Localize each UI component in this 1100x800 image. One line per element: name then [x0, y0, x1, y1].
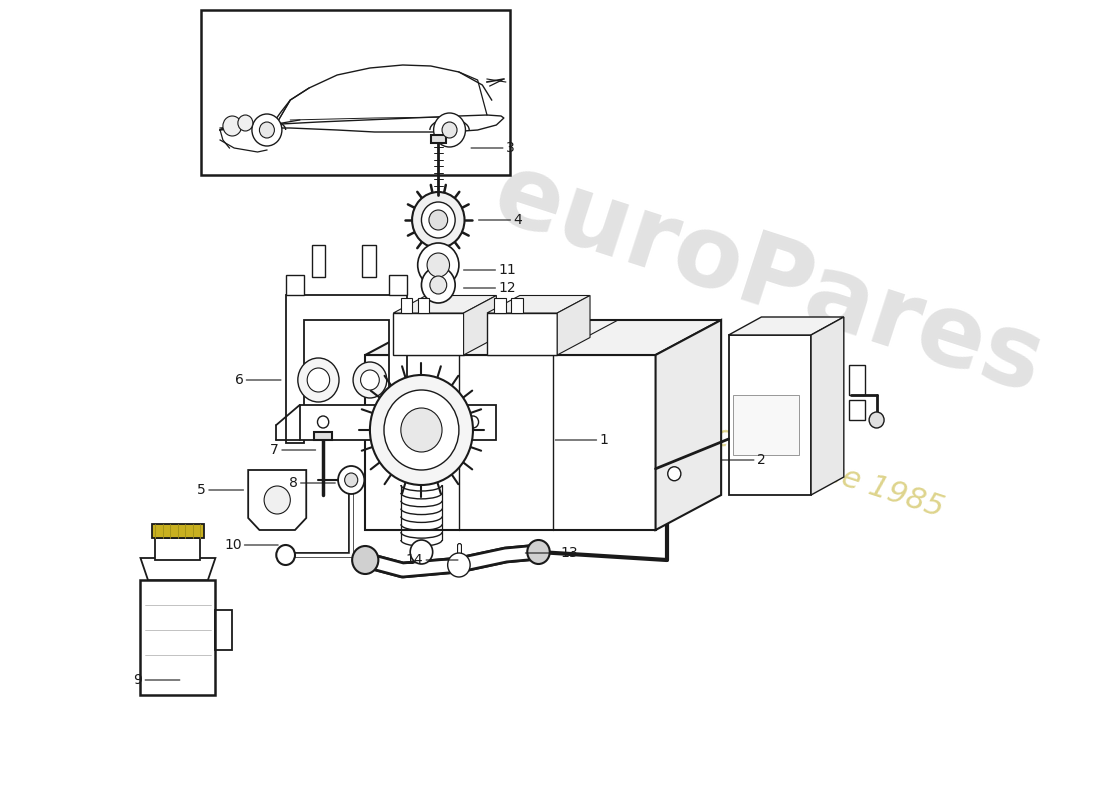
- Polygon shape: [734, 395, 799, 455]
- Circle shape: [421, 202, 455, 238]
- Circle shape: [238, 115, 253, 131]
- Text: 7: 7: [271, 443, 279, 457]
- Polygon shape: [487, 313, 558, 355]
- Circle shape: [668, 466, 681, 481]
- Polygon shape: [558, 295, 590, 355]
- Circle shape: [264, 486, 290, 514]
- Circle shape: [384, 390, 459, 470]
- Polygon shape: [848, 365, 866, 395]
- Circle shape: [344, 473, 358, 487]
- Circle shape: [338, 466, 364, 494]
- Text: 11: 11: [498, 263, 516, 277]
- Text: 2: 2: [757, 453, 766, 467]
- Text: 9: 9: [133, 673, 142, 687]
- Polygon shape: [728, 335, 811, 495]
- Polygon shape: [286, 275, 305, 295]
- Text: 1: 1: [600, 433, 608, 447]
- Circle shape: [252, 114, 282, 146]
- Circle shape: [307, 368, 330, 392]
- Text: 10: 10: [224, 538, 242, 552]
- Text: 12: 12: [498, 281, 516, 295]
- Circle shape: [370, 375, 473, 485]
- Circle shape: [442, 122, 456, 138]
- Polygon shape: [418, 298, 429, 313]
- Polygon shape: [463, 295, 496, 355]
- Circle shape: [260, 122, 274, 138]
- Text: 6: 6: [234, 373, 243, 387]
- Circle shape: [400, 408, 442, 452]
- Circle shape: [318, 416, 329, 428]
- Circle shape: [223, 116, 242, 136]
- Circle shape: [869, 412, 884, 428]
- Polygon shape: [388, 275, 407, 295]
- Circle shape: [429, 210, 448, 230]
- Polygon shape: [848, 400, 866, 420]
- Polygon shape: [141, 558, 216, 580]
- Circle shape: [418, 243, 459, 287]
- Polygon shape: [152, 524, 205, 538]
- Polygon shape: [365, 355, 656, 530]
- Bar: [362, 245, 375, 277]
- Circle shape: [427, 253, 450, 277]
- Circle shape: [352, 546, 378, 574]
- Polygon shape: [431, 135, 446, 143]
- Text: 4: 4: [514, 213, 522, 227]
- Polygon shape: [487, 295, 590, 313]
- Circle shape: [412, 192, 464, 248]
- Circle shape: [468, 416, 478, 428]
- Text: 3: 3: [506, 141, 515, 155]
- Circle shape: [361, 370, 379, 390]
- Polygon shape: [400, 298, 412, 313]
- Circle shape: [298, 358, 339, 402]
- Circle shape: [433, 113, 465, 147]
- Polygon shape: [811, 317, 844, 495]
- Circle shape: [448, 553, 470, 577]
- Polygon shape: [495, 298, 506, 313]
- Text: a passion for cars since 1985: a passion for cars since 1985: [514, 358, 947, 522]
- Text: euroPares: euroPares: [481, 146, 1055, 414]
- Bar: [155, 538, 200, 560]
- Polygon shape: [299, 405, 496, 440]
- Polygon shape: [394, 313, 463, 355]
- Circle shape: [353, 362, 387, 398]
- Polygon shape: [512, 298, 522, 313]
- Bar: [201, 10, 510, 175]
- Bar: [312, 245, 324, 277]
- Circle shape: [527, 540, 550, 564]
- Polygon shape: [728, 317, 844, 335]
- Circle shape: [410, 540, 432, 564]
- Polygon shape: [394, 295, 496, 313]
- Text: 5: 5: [197, 483, 206, 497]
- Circle shape: [430, 276, 447, 294]
- Polygon shape: [656, 320, 722, 530]
- Text: 13: 13: [560, 546, 578, 560]
- Polygon shape: [314, 432, 332, 440]
- Text: 14: 14: [406, 553, 424, 567]
- Text: 8: 8: [289, 476, 298, 490]
- Bar: [141, 580, 216, 695]
- Circle shape: [276, 545, 295, 565]
- Polygon shape: [286, 295, 407, 443]
- Polygon shape: [365, 320, 722, 355]
- Circle shape: [421, 267, 455, 303]
- Polygon shape: [249, 470, 306, 530]
